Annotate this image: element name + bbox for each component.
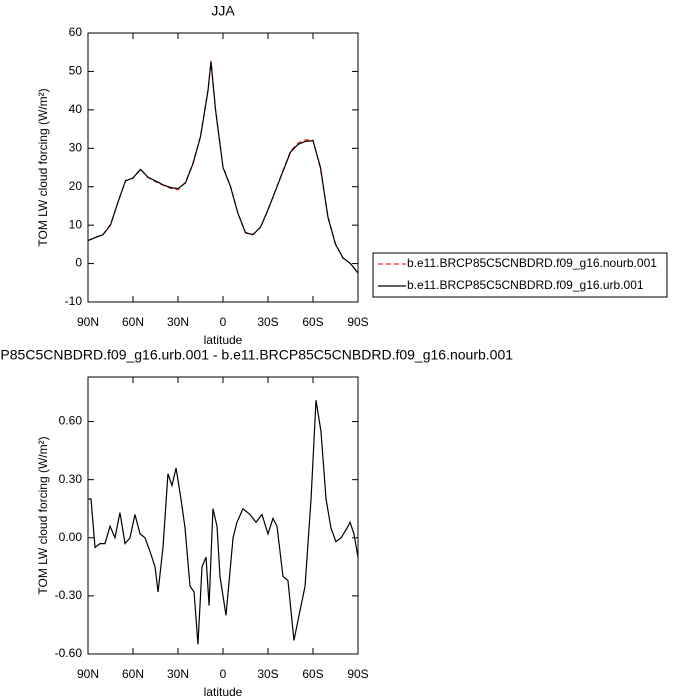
y-tick-label: 60 <box>69 25 83 39</box>
y-tick-label: 20 <box>69 179 83 193</box>
y-tick-label: -0.60 <box>55 646 83 660</box>
x-tick-label: 30N <box>167 315 189 329</box>
y-tick-label: 30 <box>69 140 83 154</box>
y-tick-label: 40 <box>69 102 83 116</box>
y-axis-label: TOM LW cloud forcing (W/m²) <box>36 436 50 594</box>
legend-label: b.e11.BRCP85C5CNBDRD.f09_g16.nourb.001 <box>407 256 657 270</box>
y-tick-label: 50 <box>69 64 83 78</box>
plot-frame <box>87 376 359 655</box>
x-tick-label: 90N <box>77 315 99 329</box>
x-tick-label: 30S <box>257 667 278 681</box>
x-tick-label: 90N <box>77 667 99 681</box>
y-tick-label: -0.30 <box>55 588 83 602</box>
x-tick-label: 0 <box>220 667 227 681</box>
x-tick-label: 60S <box>302 315 323 329</box>
x-tick-label: 60S <box>302 667 323 681</box>
y-tick-label: 0.60 <box>59 414 83 428</box>
x-tick-label: 60N <box>122 315 144 329</box>
data-line <box>87 61 359 274</box>
x-tick-label: 90S <box>347 667 368 681</box>
x-axis-label: latitude <box>204 333 243 347</box>
y-tick-label: -10 <box>65 294 83 308</box>
x-tick-label: 60N <box>122 667 144 681</box>
data-line <box>88 400 359 645</box>
chart-title: JJA <box>211 3 235 19</box>
y-tick-label: 0 <box>75 256 82 270</box>
x-tick-label: 0 <box>220 315 227 329</box>
x-axis-label: latitude <box>204 685 243 699</box>
x-tick-label: 90S <box>347 315 368 329</box>
chart-title: b.e11.BRCP85C5CNBDRD.f09_g16.urb.001 - b… <box>0 347 513 363</box>
x-tick-label: 30N <box>167 667 189 681</box>
y-axis-label: TOM LW cloud forcing (W/m²) <box>36 88 50 246</box>
y-tick-label: 0.30 <box>59 472 83 486</box>
y-tick-label: 0.00 <box>59 530 83 544</box>
legend-box <box>372 252 668 298</box>
legend-label: b.e11.BRCP85C5CNBDRD.f09_g16.urb.001 <box>407 278 644 292</box>
x-tick-label: 30S <box>257 315 278 329</box>
y-tick-label: 10 <box>69 217 83 231</box>
